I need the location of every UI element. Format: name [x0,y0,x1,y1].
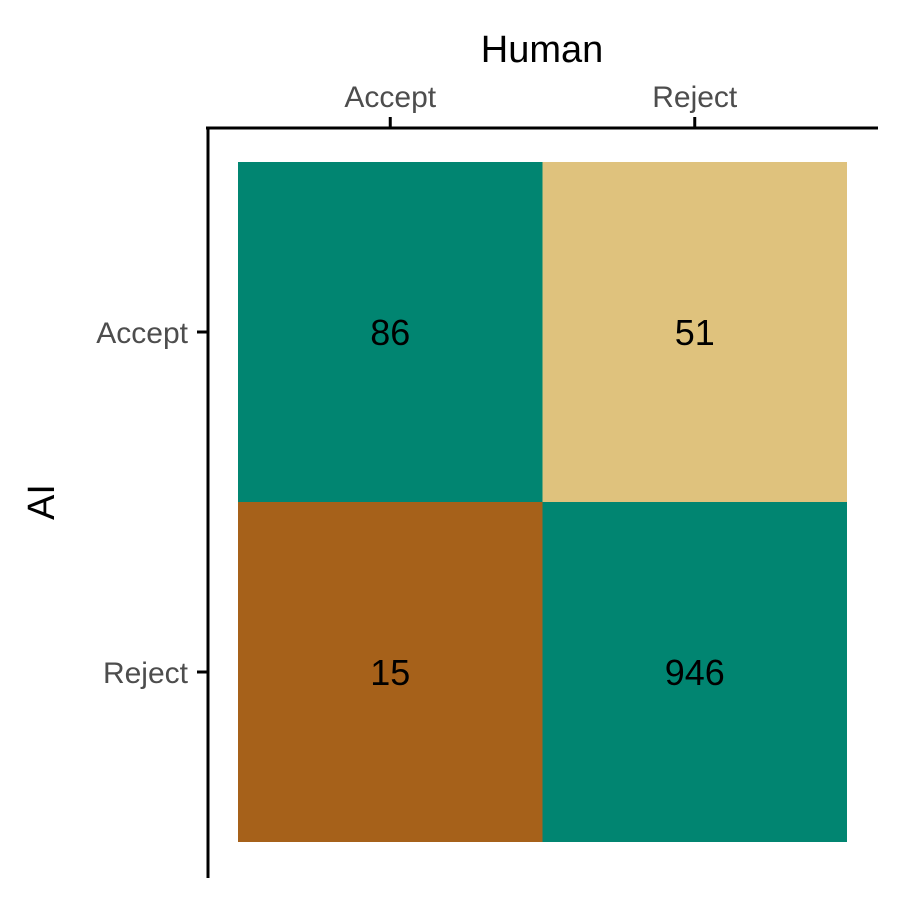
cell-value-label: 15 [370,652,410,693]
heatmap-cell-accept-reject [542,162,847,502]
heatmap-cell-accept-accept [238,162,543,502]
cell-value-label: 946 [665,652,725,693]
cell-value-label: 51 [675,312,715,353]
cell-value-label: 86 [370,312,410,353]
y-axis-ticks: Accept Reject [96,317,208,690]
heatmap-cell-reject-accept [238,502,543,842]
heatmap-cells [238,162,847,842]
x-axis-ticks: Accept Reject [344,81,738,128]
y-axis-title: AI [21,484,63,520]
x-tick-label-accept: Accept [344,81,436,114]
y-tick-label-reject: Reject [103,657,189,690]
heatmap-cell-labels: 86 51 15 946 [370,312,725,693]
x-axis-title: Human [481,29,604,71]
heatmap-cell-reject-reject [542,502,847,842]
y-tick-label-accept: Accept [96,317,188,350]
x-tick-label-reject: Reject [652,81,738,114]
